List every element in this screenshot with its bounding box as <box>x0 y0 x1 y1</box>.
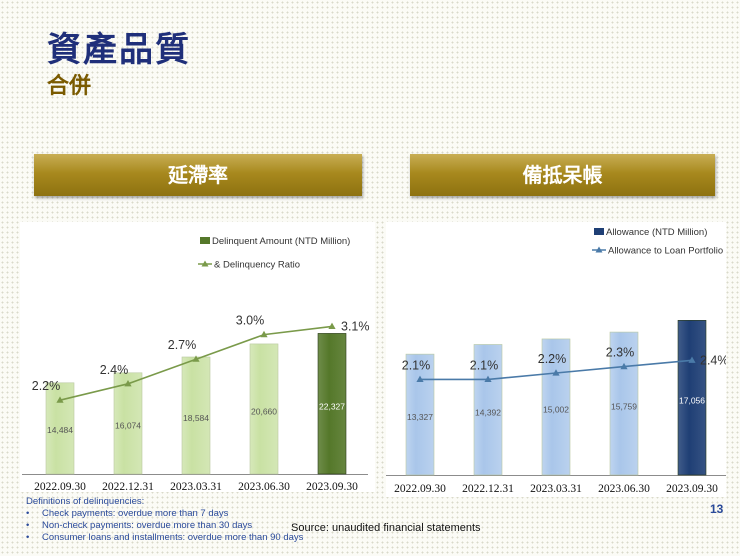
bar-value-label: 15,759 <box>611 401 637 411</box>
x-tick-label: 2023.06.30 <box>238 481 290 492</box>
left-section-banner: 延滯率 <box>34 154 362 196</box>
ratio-value-label: 2.2% <box>32 379 61 393</box>
ratio-marker <box>484 375 492 382</box>
x-tick-label: 2023.09.30 <box>666 483 718 495</box>
right-section-banner: 備抵呆帳 <box>410 154 715 196</box>
x-tick-label: 2022.09.30 <box>34 481 86 492</box>
bar <box>677 320 707 476</box>
definition-text: Non-check payments: overdue more than 30… <box>42 520 253 531</box>
bar <box>473 344 503 476</box>
bar-value-label: 15,002 <box>543 405 569 415</box>
definitions-heading: Definitions of delinquencies: <box>26 496 145 507</box>
bar <box>317 333 347 475</box>
ratio-marker <box>124 380 132 387</box>
legend-bar-label: Delinquent Amount (NTD Million) <box>212 236 350 247</box>
legend-line-marker <box>595 246 603 253</box>
legend-line-label: Allowance to Loan Portfolio <box>608 246 723 257</box>
bar <box>249 343 279 475</box>
bar-value-label: 16,074 <box>115 420 141 430</box>
ratio-value-label: 2.1% <box>402 358 431 372</box>
delinquency-definitions: Definitions of delinquencies: • Check pay… <box>26 496 303 544</box>
ratio-marker <box>688 356 696 363</box>
bar-value-label: 14,484 <box>47 425 73 435</box>
ratio-value-label: 2.4% <box>700 353 726 367</box>
x-tick-label: 2022.12.31 <box>462 483 514 495</box>
ratio-marker <box>56 396 64 403</box>
ratio-marker <box>416 375 424 382</box>
legend-line-label: & Delinquency Ratio <box>214 260 300 271</box>
bar-value-label: 22,327 <box>319 402 345 412</box>
ratio-value-label: 3.0% <box>236 314 265 328</box>
x-tick-label: 2023.03.31 <box>170 481 222 492</box>
source-note: Source: unaudited financial statements <box>291 522 481 534</box>
ratio-value-label: 3.1% <box>341 319 370 333</box>
allowance-chart-panel: Allowance (NTD Million) Allowance to Loan… <box>386 222 726 497</box>
x-tick-label: 2023.09.30 <box>306 481 358 492</box>
ratio-marker <box>260 330 268 338</box>
bar-value-label: 14,392 <box>475 407 501 417</box>
x-tick-label: 2023.03.31 <box>530 483 582 495</box>
allowance-chart: Allowance (NTD Million) Allowance to Loan… <box>386 227 726 495</box>
page-subtitle: 合併 <box>47 74 92 99</box>
delinquency-chart-panel: Delinquent Amount (NTD Million) & Delinqu… <box>20 222 375 492</box>
bar-value-label: 18,584 <box>183 413 209 423</box>
legend-line-marker <box>201 260 209 267</box>
ratio-value-label: 2.1% <box>470 358 499 372</box>
page-title: 資產品質 <box>47 30 191 70</box>
page-number: 13 <box>710 502 724 516</box>
bar-value-label: 17,056 <box>679 396 705 406</box>
x-tick-label: 2022.12.31 <box>102 481 154 492</box>
ratio-marker <box>328 322 336 329</box>
ratio-marker <box>552 369 560 376</box>
definition-text: Check payments: overdue more than 7 days <box>42 508 229 519</box>
bar <box>113 372 143 475</box>
bar-value-label: 13,327 <box>407 412 433 422</box>
definition-text: Consumer loans and installments: overdue… <box>42 532 304 543</box>
bar <box>405 353 435 476</box>
ratio-value-label: 2.3% <box>606 346 635 360</box>
ratio-value-label: 2.7% <box>168 338 197 352</box>
bar-value-label: 20,660 <box>251 407 277 417</box>
definition-item: • Check payments: overdue more than 7 day… <box>26 508 229 519</box>
delinquency-chart: Delinquent Amount (NTD Million) & Delinqu… <box>22 236 370 492</box>
definition-item: • Non-check payments: overdue more than 3… <box>26 520 253 531</box>
ratio-value-label: 2.4% <box>100 363 129 377</box>
ratio-marker <box>192 355 200 362</box>
x-tick-label: 2023.06.30 <box>598 483 650 495</box>
bar <box>609 331 639 476</box>
x-tick-label: 2022.09.30 <box>394 483 446 495</box>
ratio-marker <box>620 362 628 370</box>
legend-bar-swatch <box>200 237 210 244</box>
bar <box>181 356 211 475</box>
ratio-value-label: 2.2% <box>538 352 567 366</box>
legend-bar-swatch <box>594 228 604 235</box>
bar <box>541 338 571 476</box>
definition-item: • Consumer loans and installments: overdu… <box>26 532 304 543</box>
legend-bar-label: Allowance (NTD Million) <box>606 227 707 238</box>
